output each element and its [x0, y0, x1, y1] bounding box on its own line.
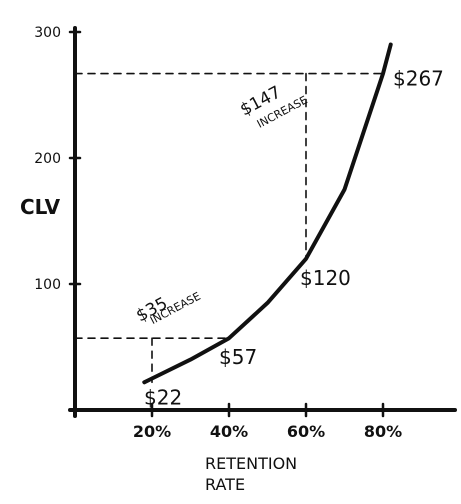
point-label-120: $120 — [300, 266, 351, 290]
y-tick-label-200: 200 — [34, 151, 61, 167]
x-tick-label-40: 40% — [210, 422, 248, 441]
y-axis-label: CLV — [20, 195, 61, 219]
y-tick-label-100: 100 — [34, 277, 61, 293]
clv-curve — [142, 42, 393, 385]
x-tick-label-80: 80% — [364, 422, 402, 441]
x-tick-label-20: 20% — [133, 422, 171, 441]
annotation-147-increase: $147 INCREASE — [237, 82, 310, 130]
point-label-267: $267 — [393, 67, 444, 91]
point-label-57: $57 — [219, 345, 257, 369]
x-axis-label-line1: RETENTION — [205, 454, 297, 473]
x-axis-label-line2: RATE — [205, 475, 245, 494]
x-tick-label-60: 60% — [287, 422, 325, 441]
point-label-22: $22 — [144, 385, 182, 409]
y-tick-label-300: 300 — [34, 25, 61, 41]
annotation-35-increase: $35 INCREASE — [133, 290, 203, 327]
